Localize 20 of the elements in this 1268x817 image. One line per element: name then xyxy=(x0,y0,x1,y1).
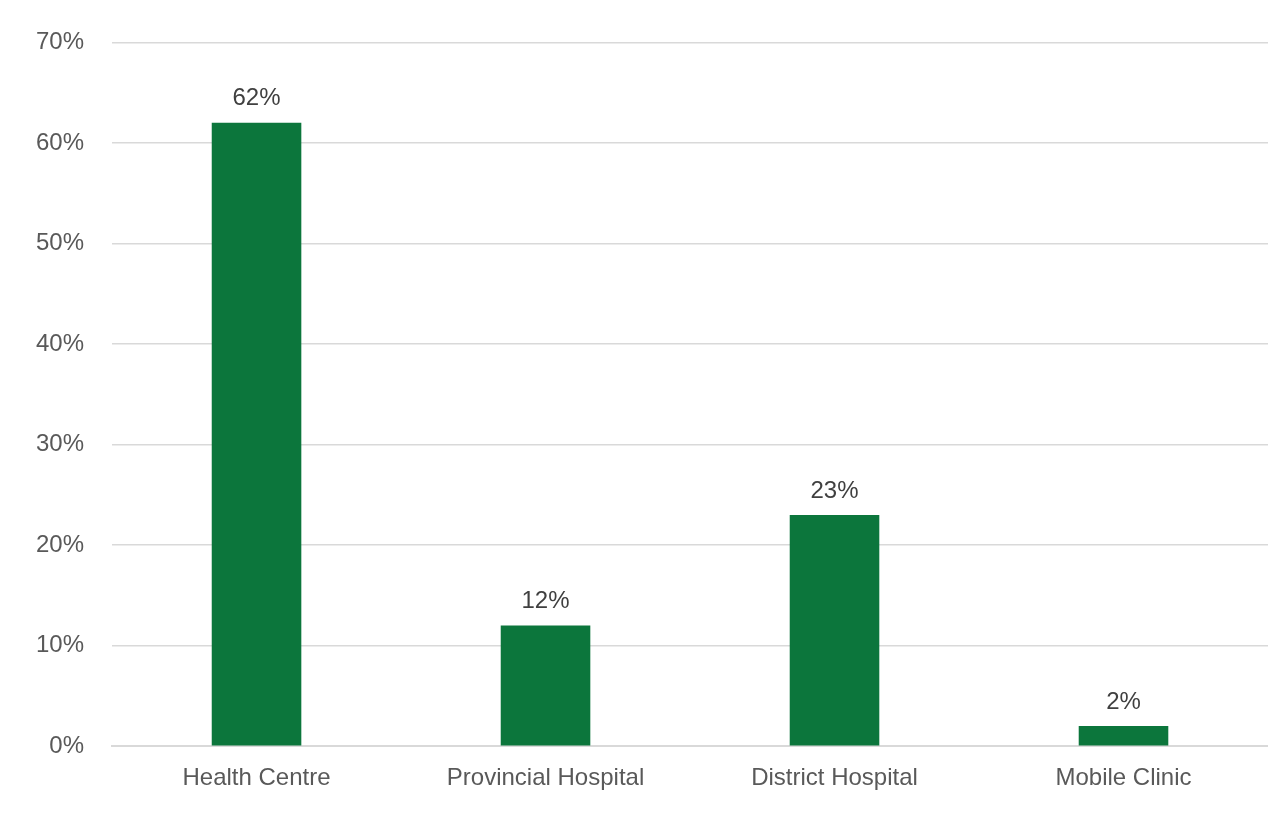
y-tick-label: 30% xyxy=(35,429,85,457)
x-tick-label: Provincial Hospital xyxy=(446,763,645,791)
y-tick-label: 0% xyxy=(49,730,85,758)
data-label: 2% xyxy=(1106,686,1141,714)
bar xyxy=(1078,726,1169,746)
bar xyxy=(211,122,302,746)
y-tick-label: 20% xyxy=(35,529,85,557)
y-tick-label: 10% xyxy=(35,630,85,658)
y-tick-label: 60% xyxy=(35,127,85,155)
x-tick-label: Health Centre xyxy=(182,763,331,791)
data-label: 12% xyxy=(521,586,570,614)
x-tick-label: District Hospital xyxy=(751,763,918,791)
y-tick-label: 70% xyxy=(35,27,85,55)
y-tick-label: 50% xyxy=(35,228,85,256)
bar xyxy=(500,625,591,746)
x-tick-label: Mobile Clinic xyxy=(1055,763,1192,791)
bar xyxy=(789,514,880,746)
data-label: 23% xyxy=(810,475,859,503)
y-tick-label: 40% xyxy=(35,328,85,356)
data-label: 62% xyxy=(232,83,281,111)
